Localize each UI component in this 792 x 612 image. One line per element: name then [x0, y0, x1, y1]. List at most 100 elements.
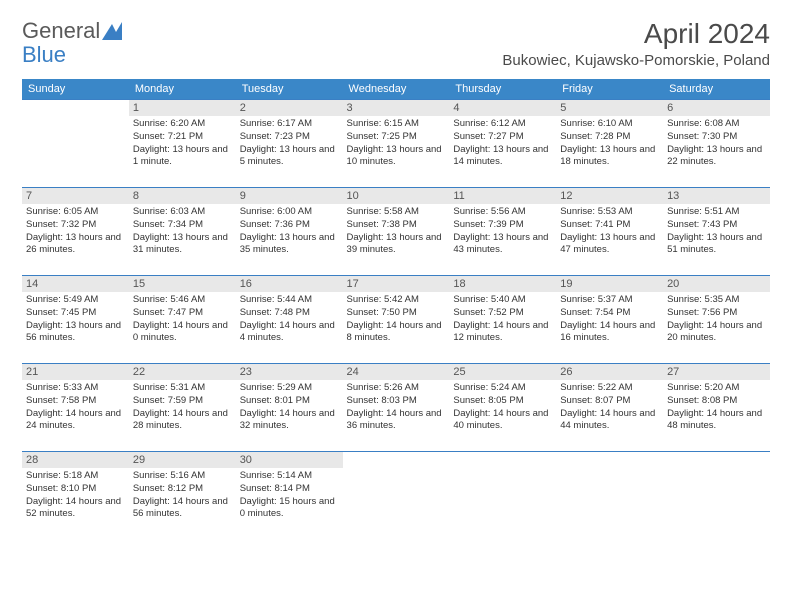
calendar-cell: 7Sunrise: 6:05 AMSunset: 7:32 PMDaylight…: [22, 188, 129, 276]
weekday-header: Thursday: [449, 79, 556, 100]
day-details: Sunrise: 5:58 AMSunset: 7:38 PMDaylight:…: [343, 204, 450, 261]
calendar-cell: 21Sunrise: 5:33 AMSunset: 7:58 PMDayligh…: [22, 364, 129, 452]
day-number: 30: [236, 452, 343, 468]
brand-part1: General: [22, 18, 100, 44]
calendar-cell: 25Sunrise: 5:24 AMSunset: 8:05 PMDayligh…: [449, 364, 556, 452]
day-number: 5: [556, 100, 663, 116]
calendar-cell: 6Sunrise: 6:08 AMSunset: 7:30 PMDaylight…: [663, 100, 770, 188]
day-number: 21: [22, 364, 129, 380]
day-number: [663, 452, 770, 456]
day-number: 22: [129, 364, 236, 380]
calendar-cell: 23Sunrise: 5:29 AMSunset: 8:01 PMDayligh…: [236, 364, 343, 452]
day-number: 29: [129, 452, 236, 468]
day-number: [449, 452, 556, 456]
weekday-header: Saturday: [663, 79, 770, 100]
day-details: Sunrise: 5:56 AMSunset: 7:39 PMDaylight:…: [449, 204, 556, 261]
weekday-header: Wednesday: [343, 79, 450, 100]
calendar-row: 7Sunrise: 6:05 AMSunset: 7:32 PMDaylight…: [22, 188, 770, 276]
calendar-cell: 17Sunrise: 5:42 AMSunset: 7:50 PMDayligh…: [343, 276, 450, 364]
day-details: Sunrise: 6:15 AMSunset: 7:25 PMDaylight:…: [343, 116, 450, 173]
day-number: 1: [129, 100, 236, 116]
day-details: Sunrise: 6:17 AMSunset: 7:23 PMDaylight:…: [236, 116, 343, 173]
day-number: [556, 452, 663, 456]
day-number: 10: [343, 188, 450, 204]
day-number: 25: [449, 364, 556, 380]
day-details: Sunrise: 5:49 AMSunset: 7:45 PMDaylight:…: [22, 292, 129, 349]
month-title: April 2024: [502, 18, 770, 50]
header: General April 2024 Bukowiec, Kujawsko-Po…: [22, 18, 770, 69]
calendar-cell: [343, 452, 450, 540]
calendar-cell: 18Sunrise: 5:40 AMSunset: 7:52 PMDayligh…: [449, 276, 556, 364]
calendar-cell: 11Sunrise: 5:56 AMSunset: 7:39 PMDayligh…: [449, 188, 556, 276]
day-number: 14: [22, 276, 129, 292]
calendar-cell: 20Sunrise: 5:35 AMSunset: 7:56 PMDayligh…: [663, 276, 770, 364]
day-number: 24: [343, 364, 450, 380]
day-details: Sunrise: 6:12 AMSunset: 7:27 PMDaylight:…: [449, 116, 556, 173]
calendar-cell: [556, 452, 663, 540]
calendar-cell: 14Sunrise: 5:49 AMSunset: 7:45 PMDayligh…: [22, 276, 129, 364]
day-number: 23: [236, 364, 343, 380]
day-details: Sunrise: 5:22 AMSunset: 8:07 PMDaylight:…: [556, 380, 663, 437]
day-number: 28: [22, 452, 129, 468]
calendar-cell: 13Sunrise: 5:51 AMSunset: 7:43 PMDayligh…: [663, 188, 770, 276]
calendar-cell: [22, 100, 129, 188]
day-details: Sunrise: 5:53 AMSunset: 7:41 PMDaylight:…: [556, 204, 663, 261]
calendar-table: SundayMondayTuesdayWednesdayThursdayFrid…: [22, 79, 770, 540]
calendar-body: 1Sunrise: 6:20 AMSunset: 7:21 PMDaylight…: [22, 100, 770, 540]
weekday-header: Monday: [129, 79, 236, 100]
weekday-header: Sunday: [22, 79, 129, 100]
day-details: Sunrise: 5:26 AMSunset: 8:03 PMDaylight:…: [343, 380, 450, 437]
calendar-cell: 28Sunrise: 5:18 AMSunset: 8:10 PMDayligh…: [22, 452, 129, 540]
day-number: [22, 100, 129, 104]
brand-part2: Blue: [22, 42, 66, 68]
calendar-cell: 19Sunrise: 5:37 AMSunset: 7:54 PMDayligh…: [556, 276, 663, 364]
location: Bukowiec, Kujawsko-Pomorskie, Poland: [502, 52, 770, 69]
calendar-cell: 5Sunrise: 6:10 AMSunset: 7:28 PMDaylight…: [556, 100, 663, 188]
calendar-cell: 9Sunrise: 6:00 AMSunset: 7:36 PMDaylight…: [236, 188, 343, 276]
calendar-cell: 3Sunrise: 6:15 AMSunset: 7:25 PMDaylight…: [343, 100, 450, 188]
calendar-cell: 4Sunrise: 6:12 AMSunset: 7:27 PMDaylight…: [449, 100, 556, 188]
day-details: Sunrise: 6:08 AMSunset: 7:30 PMDaylight:…: [663, 116, 770, 173]
day-details: Sunrise: 5:33 AMSunset: 7:58 PMDaylight:…: [22, 380, 129, 437]
weekday-header: Friday: [556, 79, 663, 100]
day-number: 19: [556, 276, 663, 292]
weekday-header: Tuesday: [236, 79, 343, 100]
calendar-cell: 8Sunrise: 6:03 AMSunset: 7:34 PMDaylight…: [129, 188, 236, 276]
day-details: Sunrise: 5:20 AMSunset: 8:08 PMDaylight:…: [663, 380, 770, 437]
calendar-cell: 2Sunrise: 6:17 AMSunset: 7:23 PMDaylight…: [236, 100, 343, 188]
calendar-cell: 10Sunrise: 5:58 AMSunset: 7:38 PMDayligh…: [343, 188, 450, 276]
calendar-cell: [663, 452, 770, 540]
brand-logo: General: [22, 18, 124, 44]
day-details: Sunrise: 5:16 AMSunset: 8:12 PMDaylight:…: [129, 468, 236, 525]
day-number: 15: [129, 276, 236, 292]
day-number: 18: [449, 276, 556, 292]
day-details: Sunrise: 5:44 AMSunset: 7:48 PMDaylight:…: [236, 292, 343, 349]
day-number: 13: [663, 188, 770, 204]
calendar-row: 14Sunrise: 5:49 AMSunset: 7:45 PMDayligh…: [22, 276, 770, 364]
calendar-cell: 12Sunrise: 5:53 AMSunset: 7:41 PMDayligh…: [556, 188, 663, 276]
day-number: 7: [22, 188, 129, 204]
day-number: 16: [236, 276, 343, 292]
day-number: [343, 452, 450, 456]
day-details: Sunrise: 5:40 AMSunset: 7:52 PMDaylight:…: [449, 292, 556, 349]
day-number: 26: [556, 364, 663, 380]
day-details: Sunrise: 5:42 AMSunset: 7:50 PMDaylight:…: [343, 292, 450, 349]
day-details: Sunrise: 5:35 AMSunset: 7:56 PMDaylight:…: [663, 292, 770, 349]
day-details: Sunrise: 5:29 AMSunset: 8:01 PMDaylight:…: [236, 380, 343, 437]
day-number: 2: [236, 100, 343, 116]
day-number: 4: [449, 100, 556, 116]
calendar-cell: 22Sunrise: 5:31 AMSunset: 7:59 PMDayligh…: [129, 364, 236, 452]
day-details: Sunrise: 5:37 AMSunset: 7:54 PMDaylight:…: [556, 292, 663, 349]
day-number: 8: [129, 188, 236, 204]
calendar-cell: 29Sunrise: 5:16 AMSunset: 8:12 PMDayligh…: [129, 452, 236, 540]
calendar-cell: 26Sunrise: 5:22 AMSunset: 8:07 PMDayligh…: [556, 364, 663, 452]
day-number: 17: [343, 276, 450, 292]
day-details: Sunrise: 6:05 AMSunset: 7:32 PMDaylight:…: [22, 204, 129, 261]
day-details: Sunrise: 5:31 AMSunset: 7:59 PMDaylight:…: [129, 380, 236, 437]
calendar-row: 1Sunrise: 6:20 AMSunset: 7:21 PMDaylight…: [22, 100, 770, 188]
day-number: 11: [449, 188, 556, 204]
title-block: April 2024 Bukowiec, Kujawsko-Pomorskie,…: [502, 18, 770, 69]
day-details: Sunrise: 6:20 AMSunset: 7:21 PMDaylight:…: [129, 116, 236, 173]
calendar-cell: 15Sunrise: 5:46 AMSunset: 7:47 PMDayligh…: [129, 276, 236, 364]
day-details: Sunrise: 6:00 AMSunset: 7:36 PMDaylight:…: [236, 204, 343, 261]
